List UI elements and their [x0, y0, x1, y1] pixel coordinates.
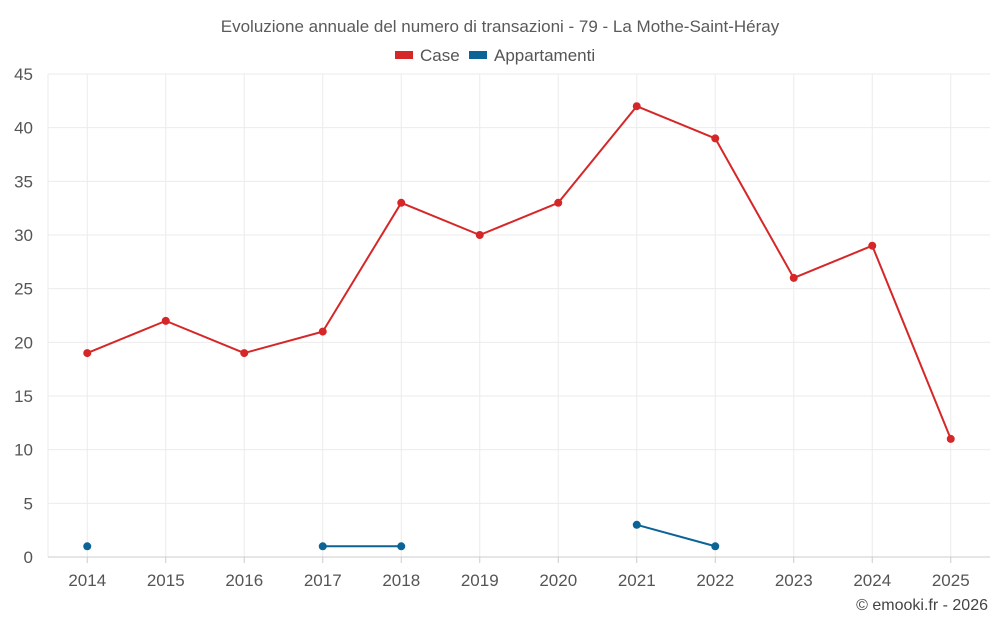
x-tick-label: 2024: [853, 571, 891, 590]
x-tick-label: 2022: [696, 571, 734, 590]
axes: [48, 556, 990, 563]
gridlines: [47, 73, 990, 557]
x-tick-label: 2016: [225, 571, 263, 590]
x-tick-label: 2020: [539, 571, 577, 590]
legend-label-appartamenti: Appartamenti: [494, 46, 595, 65]
data-point-case-2019[interactable]: [475, 231, 484, 239]
data-point-case-2024[interactable]: [868, 241, 877, 250]
x-tick-label: 2019: [461, 571, 499, 590]
series-line-case: [86, 105, 952, 440]
x-axis-labels: 2014 2015 2016 2017 2018 2019 2020 2021 2022 2023…: [68, 571, 969, 590]
x-tick-label: 2025: [932, 571, 970, 590]
data-point-appartamenti-2017[interactable]: [318, 542, 327, 551]
x-tick-label: 2014: [68, 571, 106, 590]
data-point-case-2018[interactable]: [397, 198, 406, 207]
data-point-case-2014[interactable]: [83, 349, 92, 358]
y-tick-label: 45: [14, 65, 33, 84]
data-point-appartamenti-2022[interactable]: [711, 542, 720, 551]
data-point-case-2023[interactable]: [789, 273, 798, 282]
y-tick-label: 35: [14, 172, 33, 191]
y-tick-label: 15: [14, 387, 33, 406]
data-point-appartamenti-2014[interactable]: [83, 542, 92, 551]
y-axis-labels: 0 5 10 15 20 25 30 35 40 45: [14, 65, 33, 567]
chart-title: Evoluzione annuale del numero di transaz…: [221, 17, 780, 36]
data-point-case-2016[interactable]: [240, 349, 249, 358]
x-tick-label: 2021: [618, 571, 656, 590]
data-point-appartamenti-2021[interactable]: [632, 520, 641, 529]
data-point-appartamenti-2018[interactable]: [397, 542, 406, 551]
x-tick-label: 2017: [304, 571, 342, 590]
legend-swatch-case: [395, 51, 413, 59]
data-point-case-2021[interactable]: [632, 102, 641, 111]
series-lines: [86, 105, 952, 548]
x-tick-label: 2023: [775, 571, 813, 590]
y-tick-label: 5: [24, 494, 33, 513]
data-point-case-2020[interactable]: [554, 198, 563, 207]
series-points: [83, 102, 955, 551]
legend-swatch-appartamenti: [469, 51, 487, 59]
data-point-case-2025[interactable]: [946, 434, 955, 443]
legend-item-appartamenti[interactable]: Appartamenti: [469, 46, 595, 65]
legend-item-case[interactable]: Case: [395, 46, 460, 65]
y-tick-label: 30: [14, 226, 33, 245]
y-tick-label: 10: [14, 441, 33, 460]
data-point-case-2017[interactable]: [318, 327, 327, 336]
y-tick-label: 0: [24, 548, 33, 567]
x-tick-label: 2015: [147, 571, 185, 590]
y-tick-label: 40: [14, 119, 33, 138]
data-point-case-2015[interactable]: [161, 316, 170, 325]
y-tick-label: 25: [14, 280, 33, 299]
x-tick-label: 2018: [382, 571, 420, 590]
data-point-case-2022[interactable]: [711, 134, 720, 143]
legend: Case Appartamenti: [395, 46, 595, 65]
series-line-appartamenti: [636, 523, 716, 548]
credit: © emooki.fr - 2026: [856, 597, 988, 614]
y-tick-label: 20: [14, 333, 33, 352]
legend-label-case: Case: [420, 46, 460, 65]
